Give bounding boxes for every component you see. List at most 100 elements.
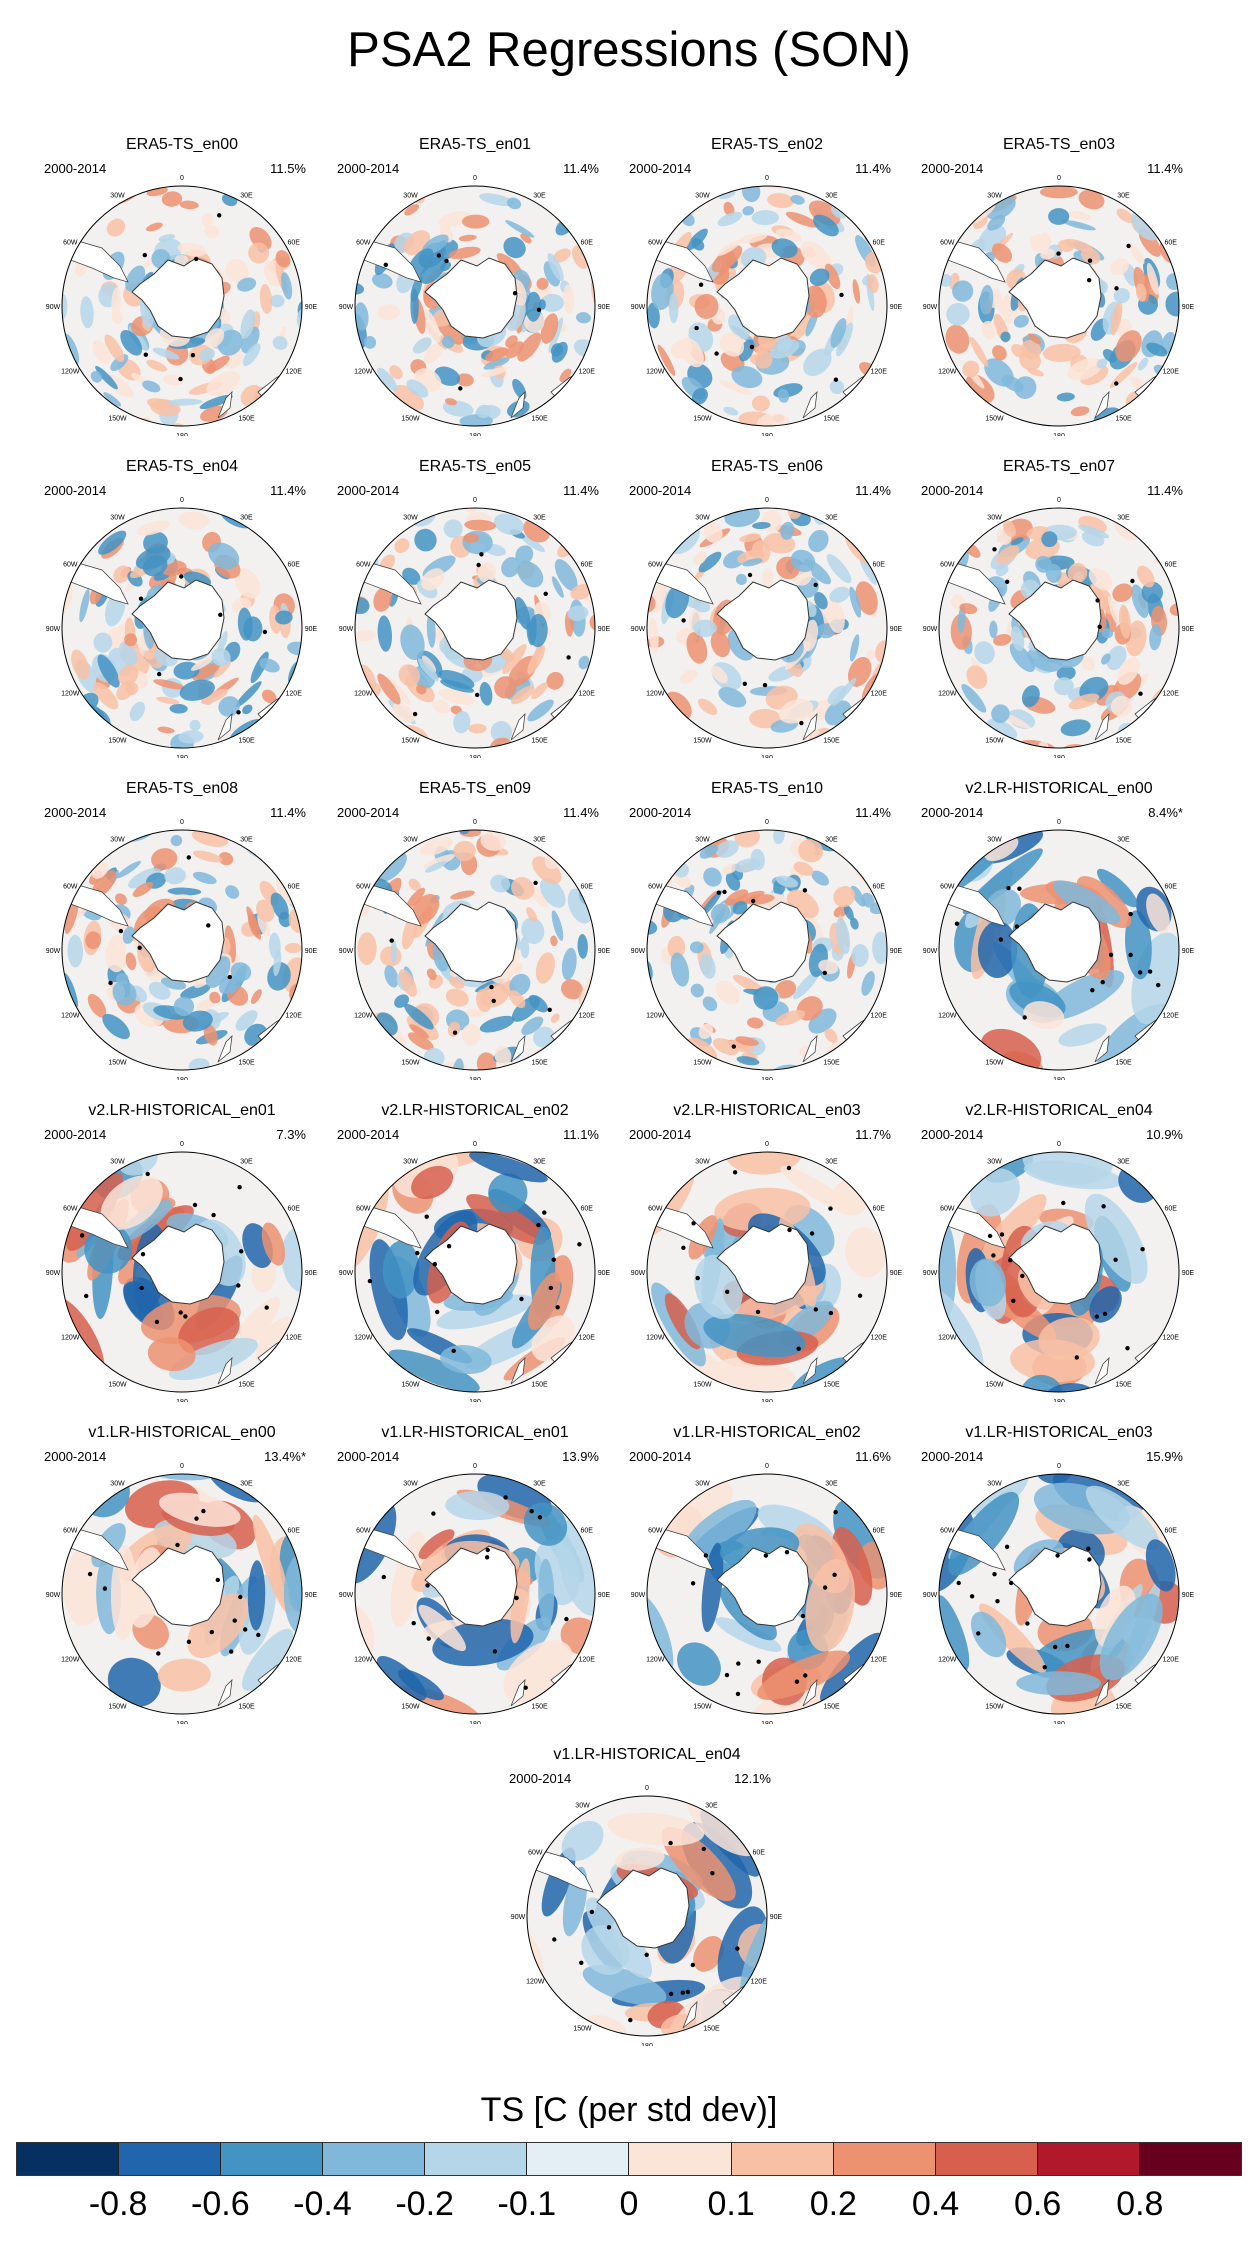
longitude-label: 0 bbox=[1057, 1463, 1061, 1470]
longitude-label: 90E bbox=[1182, 948, 1195, 955]
longitude-label: 120W bbox=[61, 1657, 80, 1664]
anomaly-patch bbox=[1048, 208, 1070, 225]
panel-title: ERA5-TS_en01 bbox=[418, 136, 532, 153]
anomaly-patch bbox=[690, 983, 704, 998]
anomaly-patch bbox=[392, 702, 415, 723]
anomaly-patch bbox=[164, 867, 186, 885]
significance-dot bbox=[84, 1293, 89, 1299]
anomaly-patch bbox=[551, 341, 568, 363]
longitude-label: 60W bbox=[648, 884, 663, 891]
significance-dot bbox=[551, 1257, 556, 1262]
anomaly-patch bbox=[718, 687, 747, 708]
significance-dot bbox=[201, 1508, 206, 1514]
anomaly-patch bbox=[1117, 656, 1140, 685]
colorbar-tick-label: -0.6 bbox=[191, 2185, 250, 2223]
longitude-label: 150W bbox=[985, 738, 1004, 745]
anomaly-patch bbox=[235, 1010, 258, 1031]
anomaly-patch bbox=[872, 931, 887, 965]
significance-dot bbox=[589, 1909, 595, 1915]
new-zealand-landmass bbox=[1094, 390, 1110, 419]
significance-dot bbox=[157, 671, 162, 677]
longitude-label: 0 bbox=[765, 1141, 769, 1148]
panel-period: 2000-2014 bbox=[921, 805, 984, 820]
new-zealand-landmass bbox=[510, 1034, 526, 1063]
new-zealand-landmass bbox=[217, 1678, 233, 1707]
africa-landmass bbox=[279, 508, 302, 549]
significance-dot bbox=[725, 1289, 730, 1294]
longitude-label: 120W bbox=[61, 369, 80, 376]
anomaly-patch bbox=[406, 1015, 439, 1041]
colorbar-title: TS [C (per std dev)] bbox=[480, 2091, 778, 2129]
anomaly-patch bbox=[156, 696, 180, 705]
antarctica-landmass bbox=[424, 901, 518, 983]
anomaly-patch bbox=[546, 671, 564, 690]
anomaly-patch bbox=[204, 328, 225, 348]
panel-variance-pct: 7.3% bbox=[276, 1127, 306, 1142]
longitude-label: 90W bbox=[923, 1592, 938, 1599]
significance-dot bbox=[492, 1649, 498, 1654]
anomaly-patch bbox=[715, 840, 739, 858]
longitude-label: 180 bbox=[761, 1399, 773, 1402]
significance-dot bbox=[735, 1691, 741, 1697]
anomaly-patch bbox=[1125, 910, 1152, 980]
panel-period: 2000-2014 bbox=[629, 805, 692, 820]
longitude-label: 180 bbox=[641, 2043, 653, 2046]
significance-dot bbox=[475, 692, 480, 698]
anomaly-patch bbox=[835, 322, 854, 357]
anomaly-patch bbox=[103, 392, 122, 407]
anomaly-patch bbox=[178, 511, 209, 530]
new-zealand-landmass bbox=[1094, 1678, 1110, 1707]
longitude-label: 180 bbox=[761, 755, 773, 758]
map-panel: v1.LR-HISTORICAL_en01 2000-2014 13.9% 0 30E 6… bbox=[325, 1424, 625, 1724]
anomaly-patch bbox=[554, 559, 578, 592]
anomaly-patch bbox=[703, 867, 722, 887]
polar-map: 0 30E 60E 90E 120E 150E 180 150W 120W 90W 60W 30W bbox=[46, 1141, 318, 1402]
anomaly-patch bbox=[203, 1023, 218, 1046]
anomaly-patch bbox=[449, 976, 465, 989]
longitude-label: 120W bbox=[61, 691, 80, 698]
significance-dot bbox=[239, 1249, 244, 1254]
longitude-label: 90W bbox=[631, 626, 646, 633]
significance-dot bbox=[435, 1309, 440, 1315]
panel-title: ERA5-TS_en00 bbox=[125, 136, 239, 153]
antarctica-landmass bbox=[131, 579, 225, 661]
significance-dot bbox=[833, 1510, 838, 1515]
panel-variance-pct: 12.1% bbox=[734, 1771, 771, 1786]
panel-variance-pct: 11.4% bbox=[270, 483, 306, 498]
significance-dot bbox=[145, 1171, 150, 1177]
anomaly-patch bbox=[974, 641, 995, 665]
anomaly-patch bbox=[1039, 186, 1078, 199]
significance-dot bbox=[691, 1221, 696, 1226]
panel-variance-pct: 13.4%* bbox=[264, 1449, 306, 1464]
significance-dot bbox=[79, 1233, 85, 1238]
anomaly-patch bbox=[1020, 1374, 1064, 1392]
significance-dot bbox=[1138, 970, 1143, 975]
polar-map: 0 30E 60E 90E 120E 150E 180 150W 120W 90W 60W 30W bbox=[923, 175, 1195, 436]
longitude-label: 30W bbox=[695, 1480, 710, 1487]
significance-dot bbox=[813, 1307, 818, 1312]
africa-landmass bbox=[1156, 1152, 1179, 1193]
anomaly-patch bbox=[111, 310, 123, 325]
significance-dot bbox=[794, 1679, 800, 1684]
significance-dot bbox=[1156, 982, 1161, 988]
significance-dot bbox=[547, 1007, 552, 1012]
anomaly-patch bbox=[423, 343, 443, 364]
longitude-label: 120E bbox=[871, 1335, 888, 1342]
anomaly-patch bbox=[959, 603, 978, 615]
anomaly-patch bbox=[752, 521, 771, 530]
significance-dot bbox=[763, 1553, 769, 1558]
anomaly-patch bbox=[798, 839, 824, 863]
anomaly-patch bbox=[945, 324, 970, 354]
anomaly-patch bbox=[732, 901, 748, 915]
anomaly-patch bbox=[490, 721, 512, 744]
anomaly-patch bbox=[406, 887, 425, 909]
anomaly-patch bbox=[509, 973, 531, 996]
anomaly-patch bbox=[582, 1965, 667, 2006]
anomaly-patch bbox=[832, 1527, 873, 1606]
longitude-label: 60E bbox=[1164, 884, 1177, 891]
longitude-label: 30E bbox=[1117, 1480, 1130, 1487]
anomaly-patch bbox=[710, 665, 728, 684]
map-boundary bbox=[354, 185, 596, 427]
significance-dot bbox=[175, 1542, 180, 1548]
anomaly-patch bbox=[169, 703, 188, 714]
